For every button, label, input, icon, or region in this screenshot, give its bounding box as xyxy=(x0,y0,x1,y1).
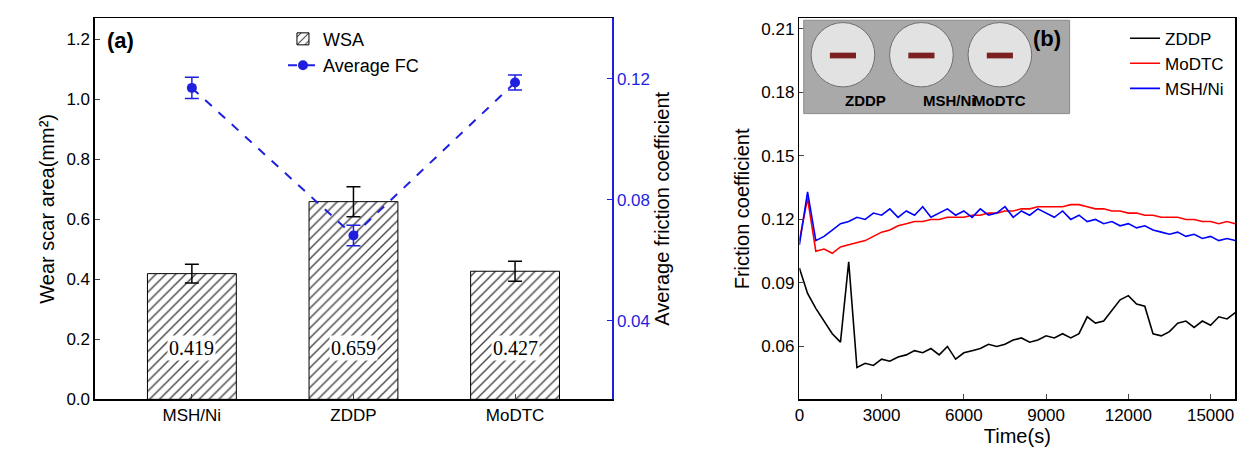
svg-text:0.427: 0.427 xyxy=(493,337,538,359)
svg-text:Time(s): Time(s) xyxy=(984,425,1051,447)
svg-text:(a): (a) xyxy=(107,28,134,53)
svg-text:0.15: 0.15 xyxy=(761,147,794,166)
svg-text:(b): (b) xyxy=(1033,26,1061,51)
svg-text:MoDTC: MoDTC xyxy=(486,406,545,425)
svg-text:1.0: 1.0 xyxy=(66,90,90,109)
svg-text:MSH/Ni: MSH/Ni xyxy=(1165,80,1224,99)
svg-text:Average FC: Average FC xyxy=(323,56,419,76)
svg-text:3000: 3000 xyxy=(863,406,901,425)
svg-text:0.659: 0.659 xyxy=(331,337,376,359)
svg-text:0.6: 0.6 xyxy=(66,210,90,229)
svg-text:0.8: 0.8 xyxy=(66,150,90,169)
svg-text:12000: 12000 xyxy=(1105,406,1152,425)
svg-text:Friction coefficient: Friction coefficient xyxy=(731,128,753,289)
svg-text:0.08: 0.08 xyxy=(617,191,650,210)
svg-text:6000: 6000 xyxy=(945,406,983,425)
svg-text:MoDTC: MoDTC xyxy=(973,92,1026,109)
svg-text:0.4: 0.4 xyxy=(66,270,90,289)
svg-text:0.18: 0.18 xyxy=(761,83,794,102)
svg-text:15000: 15000 xyxy=(1187,406,1234,425)
svg-text:9000: 9000 xyxy=(1027,406,1065,425)
svg-text:0.06: 0.06 xyxy=(761,337,794,356)
svg-text:MSH/Ni: MSH/Ni xyxy=(163,406,222,425)
svg-text:0.2: 0.2 xyxy=(66,330,90,349)
svg-text:1.2: 1.2 xyxy=(66,30,90,49)
svg-text:0: 0 xyxy=(795,406,804,425)
svg-text:MoDTC: MoDTC xyxy=(1165,55,1224,74)
svg-text:0.09: 0.09 xyxy=(761,274,794,293)
svg-text:Average friction coefficient: Average friction coefficient xyxy=(651,91,673,325)
svg-text:Wear scar area(mm²): Wear scar area(mm²) xyxy=(36,114,58,304)
svg-text:ZDDP: ZDDP xyxy=(1165,30,1211,49)
svg-text:0.21: 0.21 xyxy=(761,20,794,39)
svg-text:0.12: 0.12 xyxy=(617,70,650,89)
svg-text:0.12: 0.12 xyxy=(761,210,794,229)
svg-text:0.419: 0.419 xyxy=(169,337,214,359)
svg-text:ZDDP: ZDDP xyxy=(845,92,886,109)
svg-text:0.04: 0.04 xyxy=(617,312,650,331)
svg-text:0.0: 0.0 xyxy=(66,390,90,409)
svg-text:ZDDP: ZDDP xyxy=(330,406,376,425)
svg-text:WSA: WSA xyxy=(323,30,364,50)
svg-text:MSH/Ni: MSH/Ni xyxy=(923,92,976,109)
